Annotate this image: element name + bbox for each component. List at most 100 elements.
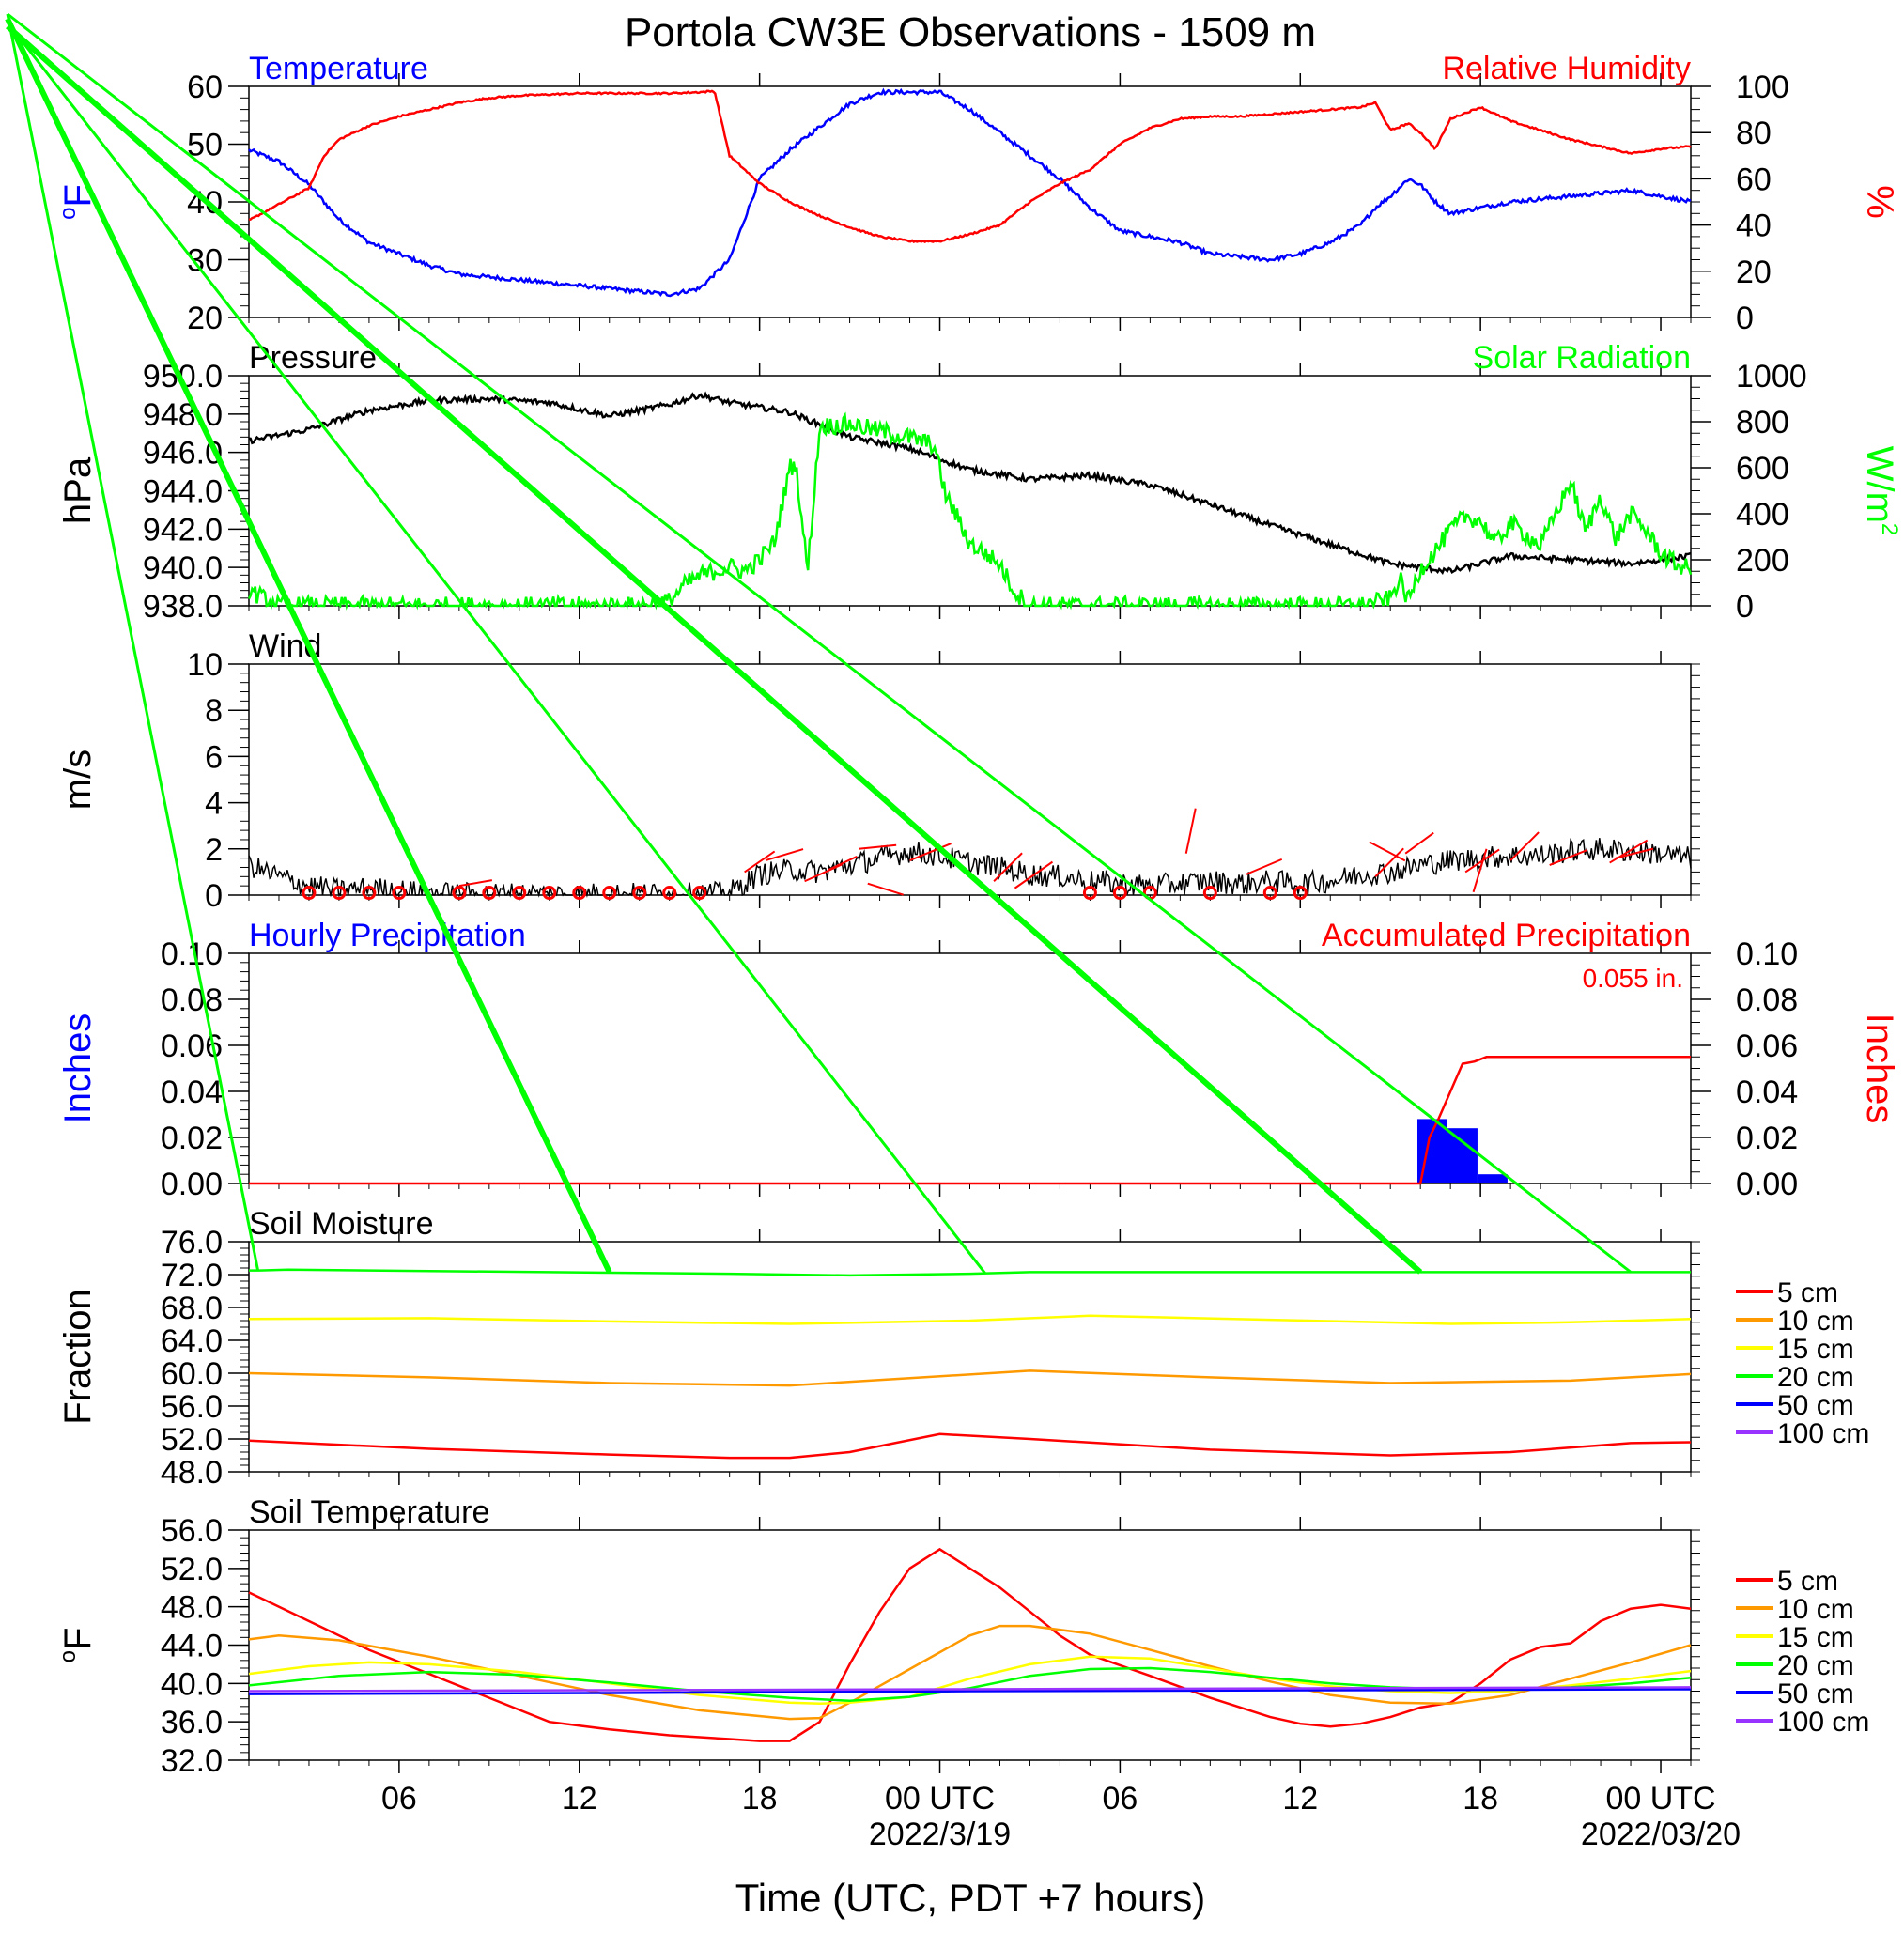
- wind-barb: [1472, 848, 1488, 893]
- calm-wind-marker: [332, 886, 347, 901]
- y-unit-right: W/m2: [1859, 446, 1902, 536]
- y-tick-label-left: 60.0: [161, 1356, 223, 1392]
- calm-wind-marker: [1293, 886, 1308, 901]
- unit-exponent: 2: [1877, 523, 1902, 535]
- unit-text: W/m: [1859, 446, 1900, 523]
- x-tick-label: 00 UTC: [885, 1781, 995, 1817]
- y-tick-label-left: 76.0: [161, 1225, 223, 1260]
- x-tick-label: 12: [1282, 1781, 1318, 1817]
- panel-pressure_solar: 950.0948.0946.0944.0942.0940.0938.010008…: [57, 340, 1902, 625]
- y-tick-label-left: 52.0: [161, 1422, 223, 1458]
- y-tick-label-left: 56.0: [161, 1389, 223, 1425]
- panel-title-right: Relative Humidity: [1442, 51, 1691, 86]
- wind-barb: [1609, 839, 1649, 864]
- calm-wind-marker: [572, 886, 587, 901]
- y-tick-label-left: 938.0: [143, 589, 223, 625]
- calm-wind-marker: [482, 886, 497, 901]
- y-tick-label-right: 0: [1736, 589, 1754, 625]
- x-tick-label: 18: [742, 1781, 778, 1817]
- overlay-spike: [6, 13, 260, 1271]
- y-tick-label-left: 72.0: [161, 1258, 223, 1293]
- wind-barb: [909, 843, 952, 862]
- series-line-5: [248, 1686, 1692, 1693]
- series-line-1: [247, 411, 1693, 611]
- panel-soil_temperature: 56.052.048.044.040.036.032.0 Soil Tempera…: [55, 1494, 1869, 1852]
- y-tick-label-right: 20: [1736, 255, 1772, 290]
- wind-barb: [1369, 841, 1406, 862]
- y-unit-left: oF: [55, 1628, 99, 1663]
- panel-title-right: Solar Radiation: [1473, 340, 1691, 376]
- x-tick-label: 06: [1102, 1781, 1138, 1817]
- wind-barb: [1014, 860, 1054, 889]
- green-overlay-lines: [5, 12, 1632, 1275]
- y-tick-label-left: 64.0: [161, 1323, 223, 1359]
- wind-barb: [1509, 831, 1540, 861]
- x-axis-label: Time (UTC, PDT +7 hours): [735, 1876, 1206, 1920]
- wind-barb: [744, 850, 776, 874]
- x-tick-label: 18: [1463, 1781, 1498, 1817]
- overlay-spike: [7, 12, 1632, 1274]
- calm-wind-marker: [1202, 886, 1217, 901]
- y-tick-label-right: 40: [1736, 209, 1772, 244]
- panel-title-left: Soil Moisture: [249, 1206, 434, 1242]
- y-tick-label-left: 4: [205, 786, 223, 822]
- x-tick-label: 00 UTC: [1605, 1781, 1715, 1817]
- y-tick-label-left: 0: [205, 878, 223, 914]
- calm-wind-marker: [362, 886, 377, 901]
- calm-wind-marker: [542, 886, 557, 901]
- calm-wind-marker: [512, 886, 527, 901]
- y-unit-left: hPa: [57, 456, 99, 524]
- wind-barb: [765, 848, 804, 862]
- calm-wind-marker: [662, 886, 677, 901]
- y-tick-label-left: 0.00: [161, 1167, 223, 1202]
- wind-barb: [859, 843, 897, 850]
- wind-barb: [1615, 847, 1654, 859]
- legend-label: 50 cm: [1777, 1678, 1854, 1709]
- x-ticks: [248, 1229, 1692, 1485]
- series-line-0: [248, 1547, 1692, 1742]
- accumulated-precip-line: [249, 1056, 1691, 1185]
- y-tick-label-left: 10: [187, 647, 223, 683]
- y-tick-label-left: 48.0: [161, 1590, 223, 1626]
- plot-frame: [248, 1529, 1692, 1761]
- y-tick-label-left: 44.0: [161, 1629, 223, 1664]
- y-tick-label-right: 0.06: [1736, 1028, 1798, 1064]
- panels: 6050403020100806040200TemperatureRelativ…: [5, 12, 1902, 1852]
- y-tick-label-left: 56.0: [161, 1513, 223, 1549]
- unit-letter: F: [57, 1628, 99, 1650]
- y-tick-label-left: 940.0: [143, 550, 223, 586]
- series-line-2: [248, 1655, 1692, 1706]
- y-tick-label-left: 68.0: [161, 1291, 223, 1326]
- x-ticks: [248, 73, 1692, 331]
- calm-wind-marker: [1082, 886, 1097, 901]
- series-line-3: [249, 1268, 1691, 1277]
- hourly-precip-bar: [1477, 1174, 1508, 1183]
- wind-barb: [993, 852, 1023, 882]
- legend-label: 10 cm: [1777, 1594, 1854, 1625]
- y-tick-label-left: 20: [187, 301, 223, 336]
- overlay-spike: [5, 17, 612, 1274]
- legend-label: 5 cm: [1777, 1277, 1838, 1308]
- series-line-0: [248, 391, 1692, 575]
- calm-wind-marker: [392, 886, 407, 901]
- panel-precip: 0.100.080.060.040.020.000.100.080.060.04…: [57, 918, 1900, 1202]
- y-tick-label-right: 80: [1736, 116, 1772, 151]
- wind-barb: [1246, 858, 1283, 875]
- date-label: 2022/03/20: [1581, 1817, 1741, 1852]
- wind-barb: [867, 882, 905, 896]
- panel-title-left: Temperature: [249, 51, 428, 86]
- figure-title: Portola CW3E Observations - 1509 m: [625, 9, 1316, 55]
- y-tick-label-right: 0.02: [1736, 1121, 1798, 1156]
- y-tick-label-left: 0.04: [161, 1075, 223, 1110]
- y-tick-label-left: 948.0: [143, 397, 223, 433]
- wind-barb: [1549, 849, 1588, 866]
- overlay-spike: [6, 23, 1423, 1275]
- series-line-3: [248, 1666, 1692, 1702]
- y-tick-label-right: 200: [1736, 543, 1789, 579]
- overlay-spike: [6, 22, 986, 1275]
- panel-title-left: Soil Temperature: [249, 1494, 489, 1530]
- series-line-1: [248, 1369, 1692, 1387]
- x-ticks: [248, 1517, 1692, 1773]
- y-unit-left: Fraction: [57, 1289, 99, 1425]
